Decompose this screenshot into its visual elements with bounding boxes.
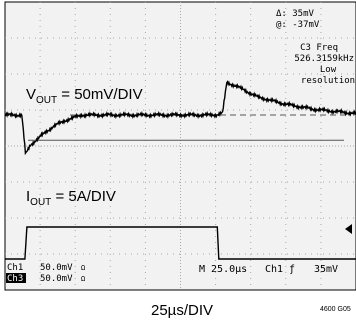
ch1-scale: 50.0mV — [40, 263, 73, 273]
freq-title: C3 Freq — [300, 43, 338, 53]
freq-value: 526.3159kHz — [294, 54, 354, 64]
ch3-name: Ch3 — [7, 274, 23, 284]
scope-traces — [4, 80, 356, 260]
iout-label: IOUT = 5A/DIV — [26, 188, 116, 208]
timebase-readout: M 25.0µs — [199, 264, 247, 275]
trigger-source: Ch1 — [265, 264, 283, 275]
ch1-coupling: Ω — [81, 264, 85, 272]
trigger-arrow-icon — [345, 224, 352, 234]
delta-readout: Δ: 35mV — [276, 9, 315, 19]
figure-id: 4600 G05 — [320, 306, 351, 313]
scope-grid — [5, 2, 356, 290]
freq-note-resolution: resolution — [301, 76, 355, 86]
at-readout: @: -37mV — [276, 20, 320, 30]
x-axis-label: 25µs/DIV — [151, 302, 213, 319]
vout-label: VOUT = 50mV/DIV — [26, 86, 143, 106]
trigger-slope-icon: ƒ — [289, 264, 295, 275]
ch3-badge — [6, 273, 26, 283]
ch3-scale: 50.0mV — [40, 274, 73, 284]
iout-trace — [5, 226, 356, 260]
trigger-level: 35mV — [314, 264, 338, 275]
vout-trace — [4, 80, 356, 156]
ch3-coupling: Ω — [81, 275, 85, 283]
ch1-name: Ch1 — [7, 263, 23, 273]
freq-note-low: Low — [320, 65, 337, 75]
